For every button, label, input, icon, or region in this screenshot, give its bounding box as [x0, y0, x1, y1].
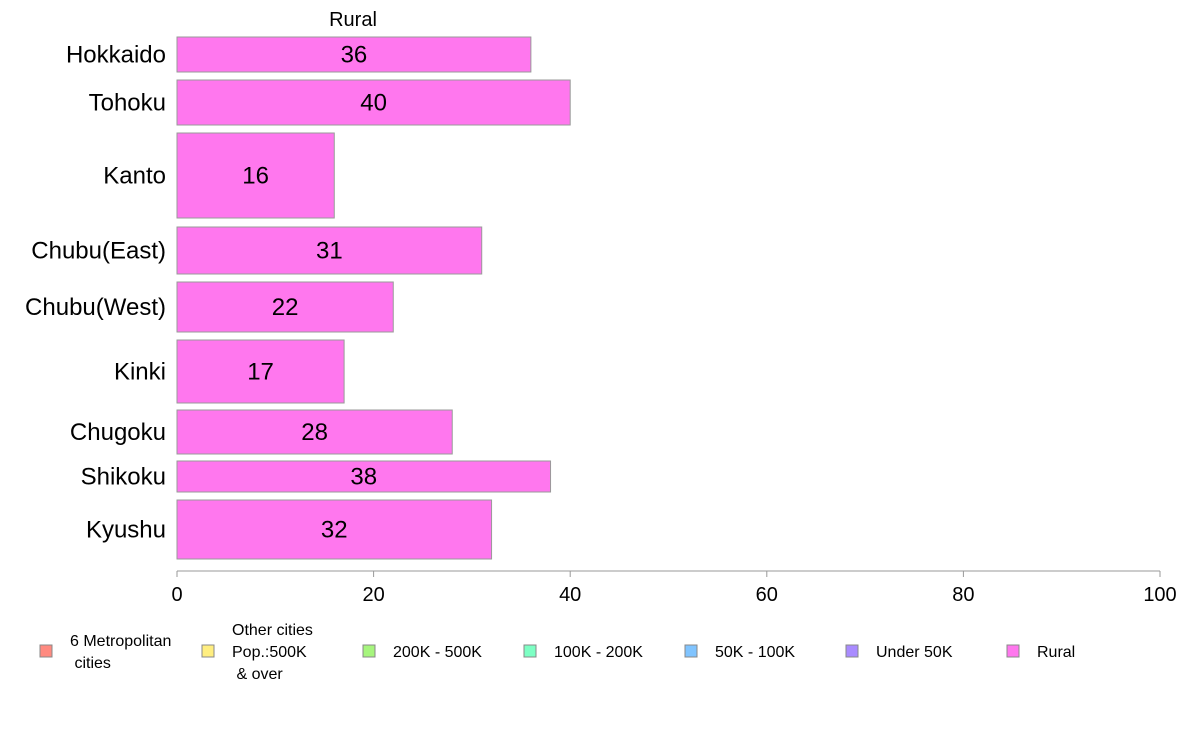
x-tick-label: 0 [171, 584, 182, 606]
bar [176, 79, 571, 126]
legend-label: Rural [1037, 644, 1075, 661]
x-axis: 0 20 40 60 80 100 [171, 570, 1177, 606]
bar-row: 38 Shikoku [81, 460, 552, 493]
legend-label: 50K - 100K [715, 644, 795, 661]
legend-item: 200K - 500K [362, 644, 482, 661]
legend-swatch [845, 644, 859, 658]
legend-label: 200K - 500K [393, 644, 482, 661]
legend: 6 Metropolitan cities Other cities Pop.:50… [39, 622, 1075, 683]
category-label: Tohoku [89, 90, 166, 117]
bar [176, 226, 483, 275]
bar-value-label: 31 [316, 238, 343, 265]
bar-row: 28 Chugoku [70, 409, 453, 455]
legend-swatch [201, 644, 215, 658]
bar-value-label: 40 [360, 90, 387, 117]
category-label: Chugoku [70, 419, 166, 446]
x-tick-label: 40 [559, 584, 581, 606]
category-label: Kanto [103, 163, 166, 190]
bar-row: 40 Tohoku [89, 79, 571, 126]
legend-item: Other cities Pop.:500K & over [201, 622, 313, 683]
bar-value-label: 36 [341, 42, 368, 69]
bar-value-label: 22 [272, 294, 299, 321]
legend-item: 100K - 200K [523, 644, 643, 661]
bar-row: 32 Kyushu [86, 499, 493, 560]
x-tick-label: 20 [362, 584, 384, 606]
bar-row: 22 Chubu(West) [25, 281, 394, 333]
bar-row: 31 Chubu(East) [31, 226, 483, 275]
x-tick-label: 100 [1143, 584, 1176, 606]
legend-item: 6 Metropolitan cities [39, 633, 171, 672]
bar-row: 36 Hokkaido [66, 36, 532, 73]
bar-row: 17 Kinki [114, 339, 345, 404]
legend-swatch [39, 644, 53, 658]
bar [176, 36, 532, 73]
panel-title: Rural [329, 9, 377, 31]
bar [176, 460, 552, 493]
legend-swatch [523, 644, 537, 658]
bar [176, 281, 394, 333]
category-label: Kyushu [86, 517, 166, 544]
x-tick-label: 80 [952, 584, 974, 606]
legend-item: Under 50K [845, 644, 953, 661]
legend-item: 50K - 100K [684, 644, 795, 661]
legend-label: Other cities Pop.:500K & over [232, 622, 313, 683]
legend-label: 6 Metropolitan cities [70, 633, 171, 672]
legend-swatch [1006, 644, 1020, 658]
legend-swatch [684, 644, 698, 658]
legend-label: 100K - 200K [554, 644, 643, 661]
bar-value-label: 17 [247, 359, 274, 386]
bars: 36 Hokkaido 40 Tohoku 16 Kanto 31 Chubu(East) 22… [25, 36, 571, 560]
category-label: Chubu(West) [25, 294, 166, 321]
bar [176, 132, 335, 219]
bar-value-label: 28 [301, 419, 328, 446]
bar [176, 339, 345, 404]
category-label: Kinki [114, 359, 166, 386]
category-label: Shikoku [81, 464, 166, 491]
category-label: Chubu(East) [31, 238, 166, 265]
bar [176, 409, 453, 455]
legend-item: Rural [1006, 644, 1075, 661]
bar-value-label: 32 [321, 517, 348, 544]
bar [176, 499, 493, 560]
bar-value-label: 38 [350, 464, 377, 491]
bar-row: 16 Kanto [103, 132, 335, 219]
legend-label: Under 50K [876, 644, 953, 661]
category-label: Hokkaido [66, 42, 166, 69]
x-tick-label: 60 [756, 584, 778, 606]
legend-swatch [362, 644, 376, 658]
bar-value-label: 16 [242, 163, 269, 190]
